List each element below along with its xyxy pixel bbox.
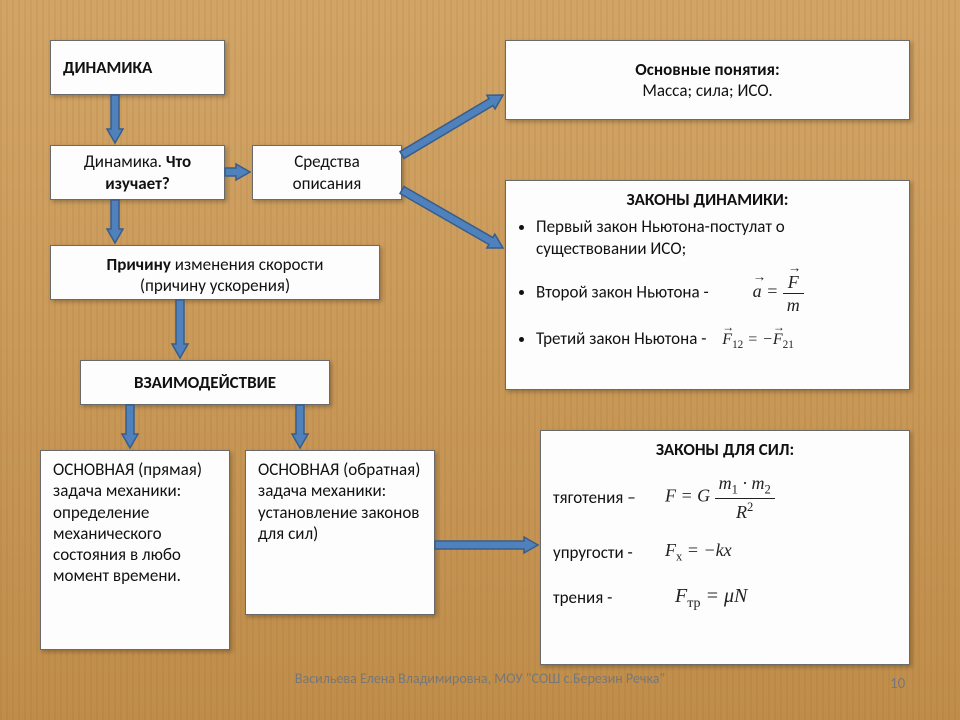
node-cause-line1: Причину изменения скорости: [63, 254, 367, 275]
node-means-text: Средства описания: [265, 151, 389, 194]
node-laws-list: Первый закон Ньютона-постулат о существо…: [518, 216, 897, 352]
formula-hooke: Fx = −kx: [665, 539, 732, 565]
law-item-3: Третий закон Ньютона - F12 = −F21: [536, 328, 897, 352]
node-cause-line2: (причину ускорения): [63, 275, 367, 296]
law-item-2: Второй закон Ньютона - a = Fm: [536, 273, 897, 314]
node-laws-title: ЗАКОНЫ ДИНАМИКИ:: [518, 189, 897, 210]
node-force-laws-title: ЗАКОНЫ ДЛЯ СИЛ:: [553, 439, 897, 460]
formula-newton3: F12 = −F21: [722, 331, 794, 348]
node-force-laws: ЗАКОНЫ ДЛЯ СИЛ: тяготения – F = G m1 · m…: [540, 430, 910, 665]
node-means: Средства описания: [252, 145, 402, 200]
page-number: 10: [890, 675, 905, 693]
formula-gravity: F = G m1 · m2R2: [665, 474, 775, 521]
node-concepts-title: Основные понятия:: [518, 59, 897, 80]
node-interaction-title: ВЗАИМОДЕЙСТВИЕ: [134, 372, 276, 393]
footer-credit: Васильева Елена Владимировна, МОУ "СОШ с…: [0, 670, 960, 687]
node-direct-task-text: ОСНОВНАЯ (прямая) задача механики: опред…: [53, 459, 202, 586]
node-direct-task: ОСНОВНАЯ (прямая) задача механики: опред…: [40, 450, 230, 650]
formula-newton2: a = Fm: [753, 281, 804, 301]
node-interaction: ВЗАИМОДЕЙСТВИЕ: [80, 360, 330, 405]
force-row-friction: трения - Fтр = μN: [553, 584, 897, 613]
node-concepts-line: Масса; сила; ИСО.: [518, 80, 897, 101]
law-item-1: Первый закон Ньютона-постулат о существо…: [536, 216, 897, 259]
node-inverse-task: ОСНОВНАЯ (обратная) задача механики: уст…: [245, 450, 435, 615]
node-inverse-task-text: ОСНОВНАЯ (обратная) задача механики: уст…: [258, 459, 420, 544]
node-dynamics: ДИНАМИКА: [50, 40, 225, 95]
force-row-hooke: упругости - Fx = −kx: [553, 539, 897, 565]
node-concepts: Основные понятия: Масса; сила; ИСО.: [505, 40, 910, 120]
node-what-studies: Динамика. Что изучает?: [50, 145, 225, 200]
formula-friction: Fтр = μN: [675, 584, 747, 613]
node-cause: Причину изменения скорости (причину уско…: [50, 245, 380, 300]
node-what-studies-text: Динамика. Что изучает?: [63, 151, 212, 194]
node-dynamics-title: ДИНАМИКА: [63, 57, 152, 78]
force-row-gravity: тяготения – F = G m1 · m2R2: [553, 474, 897, 521]
node-laws: ЗАКОНЫ ДИНАМИКИ: Первый закон Ньютона-по…: [505, 180, 910, 390]
